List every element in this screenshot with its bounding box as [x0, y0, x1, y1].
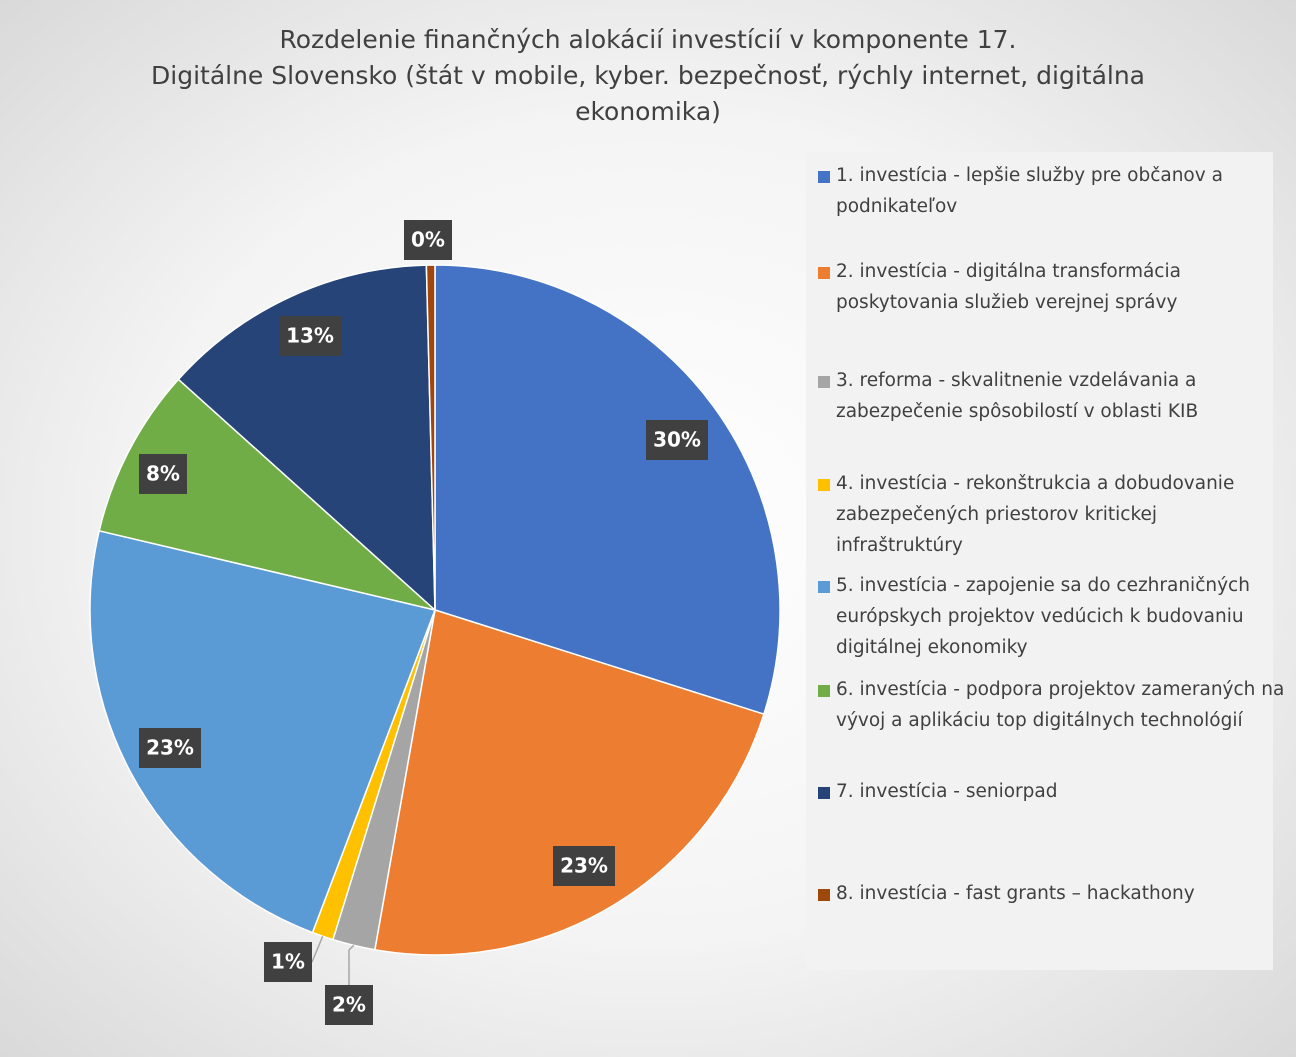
- chart-title: Rozdelenie finančných alokácií investíci…: [0, 22, 1296, 130]
- legend-label: 4. investícia - rekonštrukcia a dobudova…: [836, 473, 1235, 556]
- value-label: 0%: [411, 228, 445, 252]
- value-label: 23%: [146, 736, 194, 760]
- legend-label: 6. investícia - podpora projektov zamera…: [836, 679, 1285, 731]
- legend-entry: 2. investícia - digitálna transformácia …: [816, 256, 1286, 318]
- value-label: 2%: [332, 993, 366, 1017]
- legend-swatch: [818, 787, 830, 799]
- legend-label: 2. investícia - digitálna transformácia …: [836, 261, 1181, 313]
- value-label-box: [139, 728, 201, 768]
- pie-slice: [177, 264, 436, 612]
- legend-swatch: [818, 889, 830, 901]
- value-label: 1%: [271, 950, 305, 974]
- value-label: 13%: [286, 324, 334, 348]
- title-line: Digitálne Slovensko (štát v mobile, kybe…: [151, 61, 1145, 90]
- legend-label: 5. investícia - zapojenie sa do cezhrani…: [836, 575, 1250, 658]
- legend-label: 1. investícia - lepšie služby pre občano…: [836, 165, 1223, 217]
- value-label-box: [139, 454, 187, 494]
- legend-entry: 7. investícia - seniorpad: [816, 776, 1286, 807]
- leader-line: [348, 944, 355, 985]
- legend-swatch: [818, 479, 830, 491]
- value-label-box: [325, 985, 373, 1025]
- legend-entry: 8. investícia - fast grants – hackathony: [816, 878, 1286, 909]
- pie-slice: [98, 378, 436, 611]
- value-label-box: [279, 316, 341, 356]
- legend-entry: 1. investícia - lepšie služby pre občano…: [816, 160, 1286, 222]
- value-label-box: [264, 942, 312, 982]
- title-line: ekonomika): [575, 97, 721, 126]
- legend-label: 8. investícia - fast grants – hackathony: [836, 883, 1195, 904]
- pie-slice: [434, 264, 781, 716]
- legend-label: 7. investícia - seniorpad: [836, 781, 1058, 802]
- legend-swatch: [818, 376, 830, 388]
- legend-entry: 4. investícia - rekonštrukcia a dobudova…: [816, 468, 1286, 561]
- value-label-box: [553, 846, 615, 886]
- legend-entry: 5. investícia - zapojenie sa do cezhrani…: [816, 570, 1286, 663]
- value-label-box: [646, 420, 708, 460]
- legend-swatch: [818, 685, 830, 697]
- value-label: 8%: [146, 462, 180, 486]
- legend-swatch: [818, 267, 830, 279]
- value-label-box: [404, 220, 452, 260]
- pie-slice: [425, 264, 436, 611]
- legend-label: 3. reforma - skvalitnenie vzdelávania a …: [836, 370, 1199, 422]
- value-label: 23%: [560, 854, 608, 878]
- legend-entry: 6. investícia - podpora projektov zamera…: [816, 674, 1286, 736]
- legend-swatch: [818, 581, 830, 593]
- legend-entry: 3. reforma - skvalitnenie vzdelávania a …: [816, 365, 1286, 427]
- leader-line: [311, 935, 324, 963]
- pie-slice: [373, 609, 765, 956]
- legend: 1. investícia - lepšie služby pre občano…: [806, 152, 1284, 970]
- pie-slice: [89, 529, 437, 934]
- value-label: 30%: [653, 428, 701, 452]
- title-line: Rozdelenie finančných alokácií investíci…: [279, 25, 1017, 54]
- legend-swatch: [818, 171, 830, 183]
